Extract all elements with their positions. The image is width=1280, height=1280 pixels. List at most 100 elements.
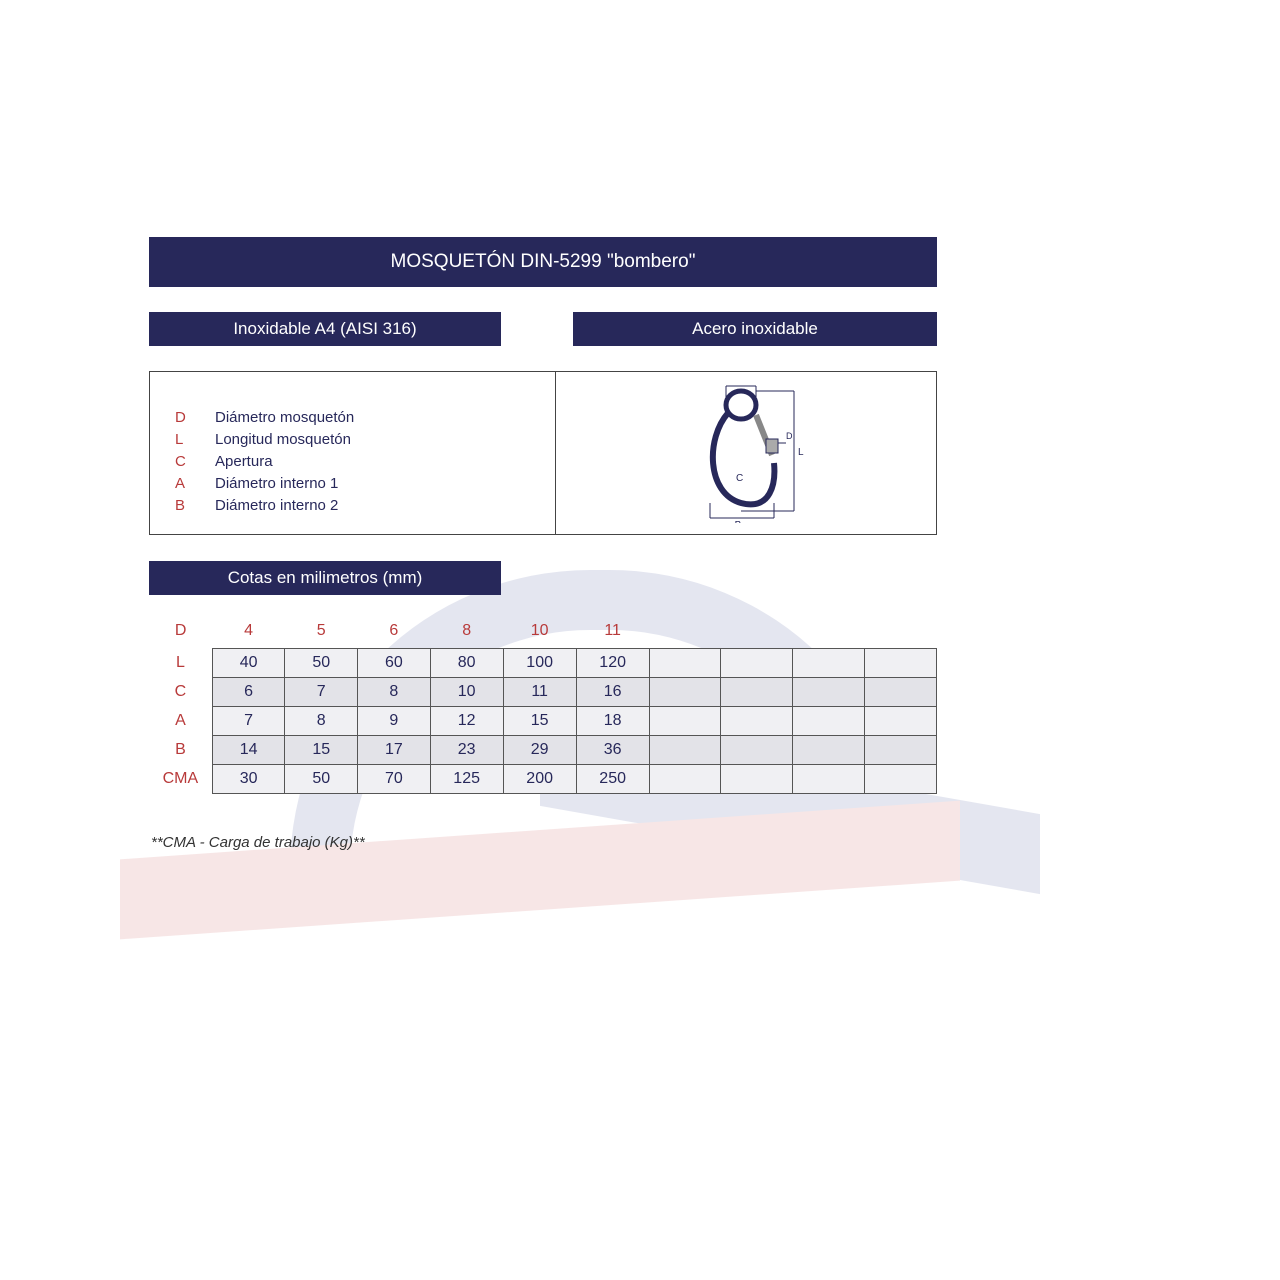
legend-symbol: C [175, 451, 215, 473]
legend-desc: Diámetro mosquetón [215, 407, 354, 429]
data-cell: 16 [576, 678, 649, 707]
header-cell [793, 617, 865, 649]
row-label: B [149, 736, 212, 765]
legend-desc: Longitud mosquetón [215, 429, 351, 451]
row-label: C [149, 678, 212, 707]
legend-row: DDiámetro mosquetón [175, 407, 555, 429]
legend-desc: Apertura [215, 451, 273, 473]
data-cell: 30 [212, 765, 285, 794]
legend-row: ADiámetro interno 1 [175, 473, 555, 495]
diagram-label-a: A [734, 383, 740, 385]
diagram-label-d: D [786, 431, 793, 441]
data-cell: 8 [358, 678, 431, 707]
data-cell: 70 [358, 765, 431, 794]
data-cell: 8 [285, 707, 358, 736]
data-cell: 200 [503, 765, 576, 794]
data-cell [865, 707, 937, 736]
header-cell: 11 [576, 617, 649, 649]
data-cell: 23 [430, 736, 503, 765]
legend-symbol: D [175, 407, 215, 429]
data-cell: 7 [212, 707, 285, 736]
row-label: CMA [149, 765, 212, 794]
data-cell [793, 649, 865, 678]
dimensions-table: D45681011L40506080100120C678101116A78912… [149, 617, 937, 794]
data-cell [865, 736, 937, 765]
legend-symbol: A [175, 473, 215, 495]
legend-row: CApertura [175, 451, 555, 473]
data-cell: 12 [430, 707, 503, 736]
data-cell: 11 [503, 678, 576, 707]
data-cell [793, 707, 865, 736]
data-cell [649, 736, 721, 765]
data-cell [721, 678, 793, 707]
legend-row: LLongitud mosquetón [175, 429, 555, 451]
header-cell: 5 [285, 617, 358, 649]
table-row: CMA305070125200250 [149, 765, 937, 794]
data-cell: 36 [576, 736, 649, 765]
table-header-row: D45681011 [149, 617, 937, 649]
data-cell: 100 [503, 649, 576, 678]
legend-row: BDiámetro interno 2 [175, 495, 555, 517]
header-cell: 4 [212, 617, 285, 649]
row-label: D [149, 617, 212, 649]
title-bar: MOSQUETÓN DIN-5299 "bombero" [149, 237, 937, 287]
legend-symbol: L [175, 429, 215, 451]
data-cell [649, 678, 721, 707]
data-cell: 29 [503, 736, 576, 765]
data-cell [721, 649, 793, 678]
data-cell: 15 [503, 707, 576, 736]
data-cell: 18 [576, 707, 649, 736]
data-cell [721, 707, 793, 736]
data-cell [721, 736, 793, 765]
header-cell [721, 617, 793, 649]
data-cell [793, 678, 865, 707]
legend-list: DDiámetro mosquetónLLongitud mosquetónCA… [150, 372, 556, 534]
datasheet-page: MOSQUETÓN DIN-5299 "bombero" Inoxidable … [149, 237, 937, 851]
data-cell: 50 [285, 649, 358, 678]
footnote-cma: **CMA - Carga de trabajo (Kg)** [151, 834, 937, 851]
header-cell [649, 617, 721, 649]
data-cell [721, 765, 793, 794]
header-cell [865, 617, 937, 649]
dimensions-header: Cotas en milimetros (mm) [149, 561, 501, 595]
data-cell: 7 [285, 678, 358, 707]
header-cell: 6 [358, 617, 431, 649]
data-cell [865, 649, 937, 678]
data-cell [865, 678, 937, 707]
legend-symbol: B [175, 495, 215, 517]
data-cell: 125 [430, 765, 503, 794]
data-cell: 250 [576, 765, 649, 794]
table-row: L40506080100120 [149, 649, 937, 678]
dimensions-table-wrap: D45681011L40506080100120C678101116A78912… [149, 617, 937, 794]
data-cell: 14 [212, 736, 285, 765]
data-cell [649, 707, 721, 736]
table-row: A789121518 [149, 707, 937, 736]
data-cell: 10 [430, 678, 503, 707]
data-cell: 6 [212, 678, 285, 707]
table-row: C678101116 [149, 678, 937, 707]
data-cell [793, 765, 865, 794]
data-cell: 17 [358, 736, 431, 765]
subheader-steel: Acero inoxidable [573, 312, 937, 346]
data-cell: 9 [358, 707, 431, 736]
data-cell [649, 649, 721, 678]
subheader-material: Inoxidable A4 (AISI 316) [149, 312, 501, 346]
legend-desc: Diámetro interno 1 [215, 473, 338, 495]
data-cell: 40 [212, 649, 285, 678]
data-cell: 80 [430, 649, 503, 678]
subheader-row: Inoxidable A4 (AISI 316) Acero inoxidabl… [149, 312, 937, 346]
data-cell: 60 [358, 649, 431, 678]
carabiner-diagram: C L D A B [686, 383, 806, 523]
data-cell [649, 765, 721, 794]
data-cell: 15 [285, 736, 358, 765]
data-cell [793, 736, 865, 765]
header-cell: 8 [430, 617, 503, 649]
diagram-label-b: B [735, 520, 742, 523]
diagram-label-l: L [798, 447, 804, 458]
legend-desc: Diámetro interno 2 [215, 495, 338, 517]
row-label: L [149, 649, 212, 678]
data-cell: 120 [576, 649, 649, 678]
table-row: B141517232936 [149, 736, 937, 765]
header-cell: 10 [503, 617, 576, 649]
legend-diagram-box: DDiámetro mosquetónLLongitud mosquetónCA… [149, 371, 937, 535]
